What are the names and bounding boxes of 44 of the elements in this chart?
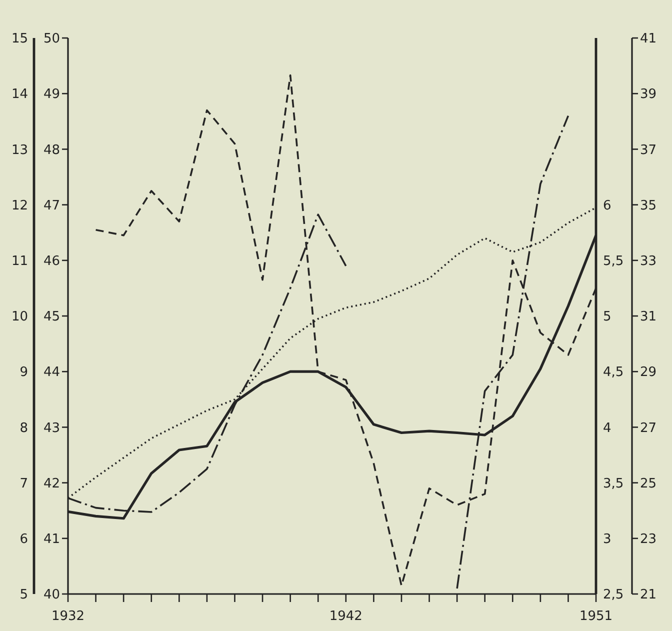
text: 4 — [603, 420, 612, 436]
text: 3 — [603, 532, 612, 548]
y-tick-label: 49 — [43, 87, 60, 102]
y-tick-label: 47 — [43, 198, 60, 214]
y-tick-label: 46 — [43, 254, 60, 270]
y2-tick-label: 33 — [640, 254, 657, 270]
y3-tick-label: 12 — [11, 198, 28, 214]
y3-tick-label: 14 — [11, 87, 28, 102]
text: 6 — [603, 198, 612, 214]
text: 4,5 — [603, 365, 624, 380]
x-tick-label: 1932 — [51, 609, 85, 624]
y3-tick-label: 9 — [20, 365, 28, 380]
y2-tick-label: 21 — [640, 588, 657, 603]
y-tick-label: 48 — [43, 142, 60, 158]
text: 5,5 — [603, 254, 624, 270]
y2-tick-label: 35 — [640, 198, 657, 214]
text: 3,5 — [603, 476, 624, 492]
y3-tick-label: 7 — [20, 476, 28, 492]
y-tick-label: 41 — [43, 532, 60, 548]
y3-tick-label: 8 — [20, 420, 28, 436]
y3-tick-label: 10 — [11, 310, 28, 325]
y2-tick-label: 29 — [640, 365, 657, 380]
y2-tick-label: 31 — [640, 310, 657, 325]
y3-tick-label: 11 — [11, 254, 28, 270]
x-tick-label: 1951 — [579, 609, 613, 624]
y2-tick-label: 27 — [640, 420, 657, 436]
y-tick-label: 44 — [43, 365, 60, 380]
y3-tick-label: 15 — [11, 32, 28, 47]
y2-tick-label: 25 — [640, 476, 657, 492]
y3-tick-label: 6 — [20, 532, 28, 548]
y2-tick-label: 23 — [640, 532, 657, 548]
y2-tick-label: 39 — [640, 87, 657, 102]
y2-tick-label: 37 — [640, 142, 657, 158]
text: 5 — [603, 310, 612, 325]
y-tick-label: 40 — [43, 588, 60, 603]
y3-tick-label: 5 — [20, 588, 28, 603]
y-tick-label: 43 — [43, 420, 60, 436]
text: 2,5 — [603, 588, 624, 603]
y2-tick-label: 41 — [640, 32, 657, 47]
y-tick-label: 42 — [43, 476, 60, 492]
y-tick-label: 50 — [43, 32, 60, 47]
x-tick-label: 1942 — [329, 609, 362, 624]
y-tick-label: 45 — [43, 310, 60, 325]
y3-tick-label: 13 — [11, 142, 28, 158]
